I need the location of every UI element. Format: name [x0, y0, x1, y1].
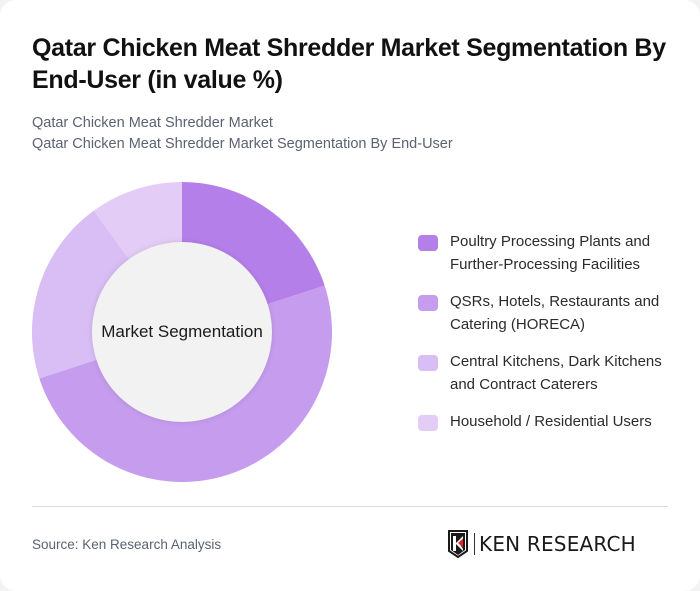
legend-swatch-icon: [418, 415, 438, 431]
donut-svg: [32, 182, 332, 482]
legend: Poultry Processing Plants and Further-Pr…: [418, 230, 688, 447]
legend-swatch-icon: [418, 355, 438, 371]
legend-item[interactable]: Poultry Processing Plants and Further-Pr…: [418, 230, 688, 276]
legend-swatch-icon: [418, 295, 438, 311]
footer-divider: [32, 506, 668, 507]
legend-item[interactable]: QSRs, Hotels, Restaurants and Catering (…: [418, 290, 688, 336]
legend-swatch-icon: [418, 235, 438, 251]
legend-label: Household / Residential Users: [450, 413, 652, 430]
subtitle-market: Qatar Chicken Meat Shredder Market: [32, 115, 273, 131]
donut-hole: [92, 242, 272, 422]
legend-label: QSRs, Hotels, Restaurants and Catering (…: [450, 293, 660, 333]
ken-research-logo: KEN RESEARCH: [447, 530, 636, 558]
legend-item[interactable]: Household / Residential Users: [418, 410, 688, 433]
ken-research-shield-icon: [448, 530, 468, 558]
page-title: Qatar Chicken Meat Shredder Market Segme…: [32, 34, 666, 94]
subtitle-segmentation: Qatar Chicken Meat Shredder Market Segme…: [32, 136, 453, 152]
logo-separator: [474, 533, 475, 555]
legend-label: Central Kitchens, Dark Kitchens and Cont…: [450, 353, 662, 393]
legend-item[interactable]: Central Kitchens, Dark Kitchens and Cont…: [418, 350, 688, 396]
source-note: Source: Ken Research Analysis: [32, 537, 222, 552]
donut-chart: Market Segmentation: [32, 182, 332, 482]
legend-label: Poultry Processing Plants and Further-Pr…: [450, 233, 651, 273]
logo-text: KEN RESEARCH: [479, 532, 636, 556]
subtitle: Qatar Chicken Meat Shredder Market Qatar…: [32, 113, 672, 155]
